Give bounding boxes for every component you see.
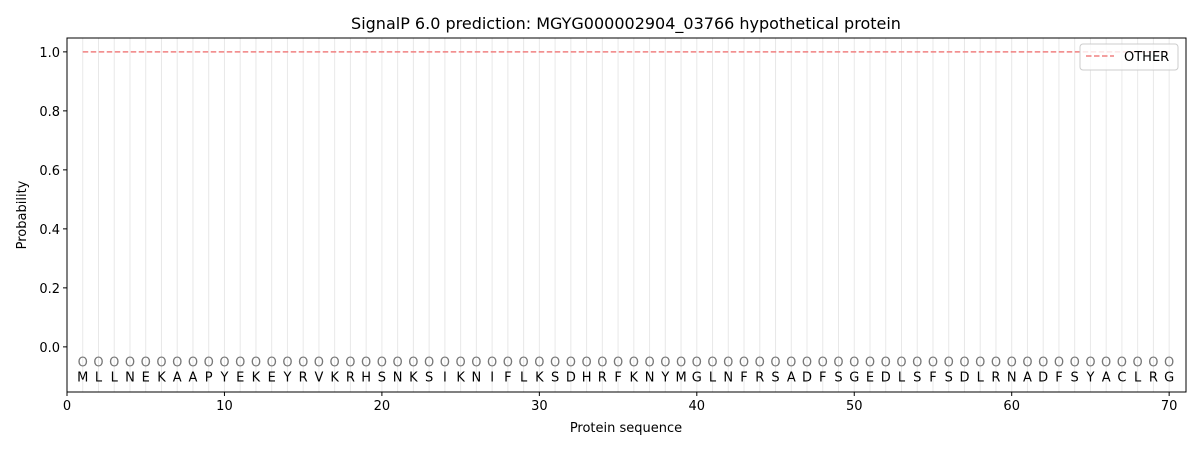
grid-lines [82, 38, 1170, 392]
chart-title: SignalP 6.0 prediction: MGYG000002904_03… [351, 14, 901, 34]
y-tick-label: 0.8 [39, 105, 60, 120]
x-tick-label: 50 [846, 399, 863, 414]
y-axis-label: Probability [15, 180, 30, 249]
x-tick-label: 30 [531, 399, 548, 414]
x-tick-label: 70 [1161, 399, 1178, 414]
plot-frame [66, 37, 1187, 393]
x-tick-label: 60 [1003, 399, 1020, 414]
y-tick-label: 0.0 [39, 341, 60, 356]
legend: OTHER [1079, 43, 1179, 71]
legend-box [1079, 43, 1179, 71]
x-tick-label: 10 [216, 399, 233, 414]
predicted-labels-row: OOOOOOOOOOOOOOOOOOOOOOOOOOOOOOOOOOOOOOOO… [78, 356, 1175, 371]
axis-ticks: 0 10 20 30 40 50 60 70 0.0 0.2 0.4 0.6 0.8 1.0 [39, 46, 1177, 414]
x-tick-label: 0 [63, 399, 71, 414]
y-tick-label: 0.2 [39, 282, 60, 297]
legend-other-label: OTHER [1124, 50, 1169, 65]
x-tick-label: 20 [374, 399, 391, 414]
sequence-row: MLLNEKAAPYEKEYRVKRHSNKSIKNIFLKSDHRFKNYMG… [77, 370, 1174, 385]
x-tick-label: 40 [689, 399, 706, 414]
data-marks: OOOOOOOOOOOOOOOOOOOOOOOOOOOOOOOOOOOOOOOO… [77, 51, 1175, 385]
x-axis-label: Protein sequence [570, 421, 682, 436]
y-tick-label: 0.6 [39, 164, 60, 179]
y-tick-label: 0.4 [39, 223, 60, 238]
y-tick-label: 1.0 [39, 46, 60, 61]
